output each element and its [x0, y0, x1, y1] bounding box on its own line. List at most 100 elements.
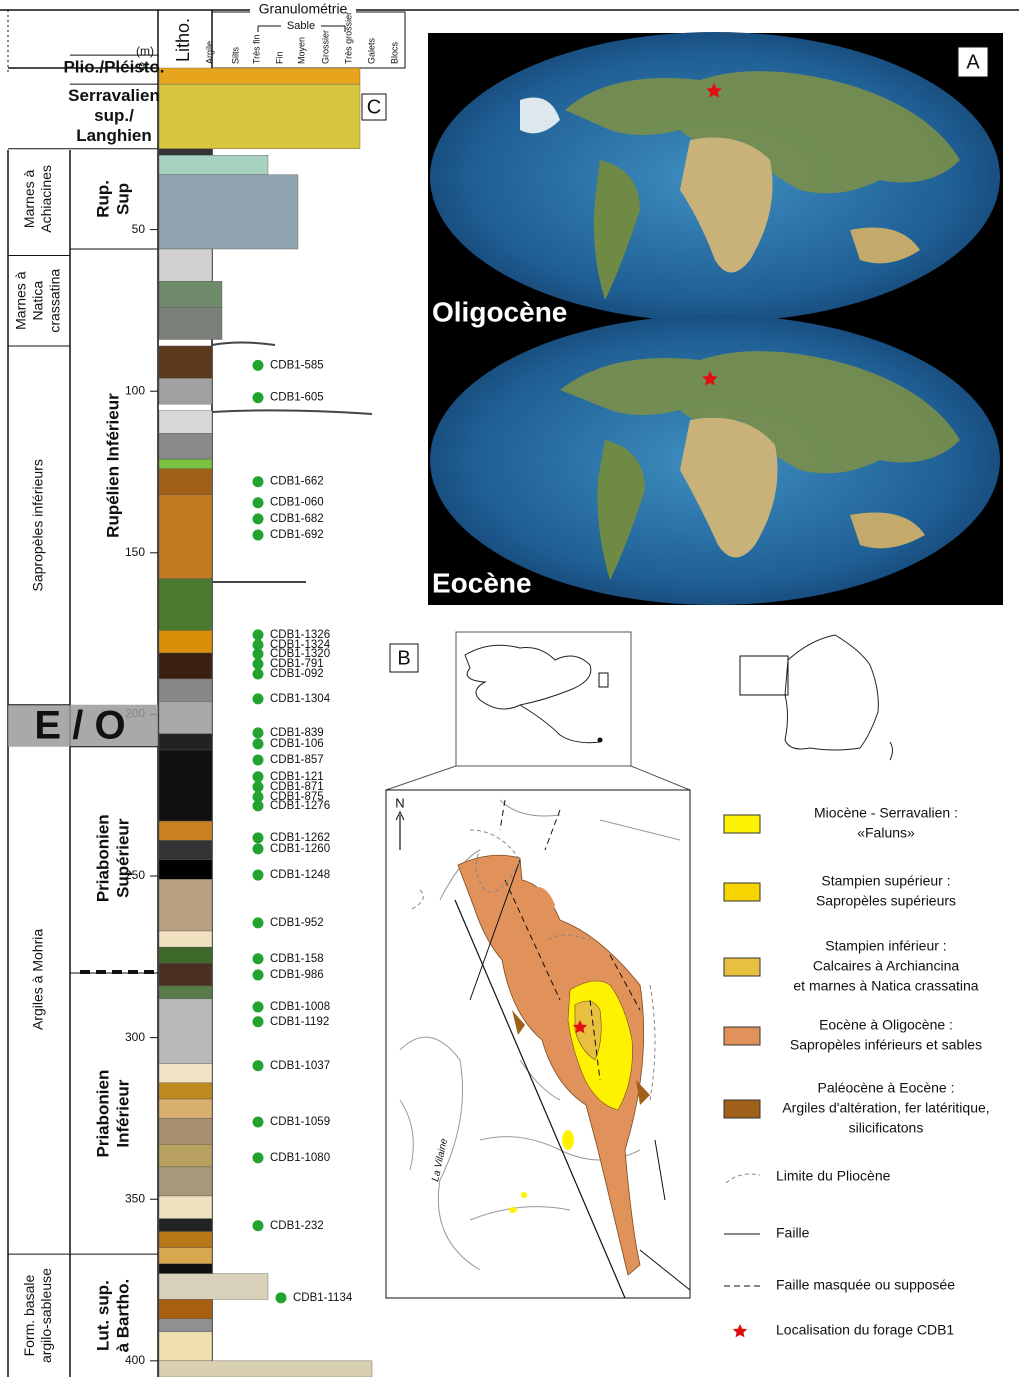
- lithology-layer: [158, 345, 213, 379]
- legend-text: Miocène - Serravalien :: [814, 805, 958, 821]
- sample-dot: [252, 727, 264, 739]
- legend-text: Limite du Pliocène: [776, 1168, 891, 1184]
- legend-text: Calcaires à Archiancina: [813, 958, 960, 974]
- lithology-layer: [158, 749, 213, 822]
- panel-letter: C: [367, 96, 381, 118]
- zoom-line: [385, 765, 457, 791]
- legend-text: Eocène à Oligocène :: [819, 1017, 953, 1033]
- sample-label: CDB1-585: [270, 359, 324, 371]
- sample-dot: [252, 843, 264, 855]
- lithology-layer: [158, 1082, 213, 1100]
- sample-label: CDB1-1008: [270, 1001, 330, 1013]
- drill-site-star: [702, 371, 718, 386]
- panel-letter-box: [389, 643, 419, 673]
- sample-label: CDB1-158: [270, 953, 324, 965]
- lithology-layer: [158, 155, 269, 175]
- depth-tick-label: 250: [125, 868, 145, 882]
- stage-label: Rup.: [93, 180, 112, 218]
- lithology-layer: [158, 83, 361, 150]
- sample-dot: [252, 1060, 264, 1072]
- sample-label: CDB1-857: [270, 754, 324, 766]
- lithology-layer: [158, 458, 213, 469]
- sample-label: CDB1-092: [270, 668, 324, 680]
- granulometry-title: Granulométrie: [259, 1, 348, 17]
- lithology: [158, 67, 373, 1377]
- depth-tick-label: 350: [125, 1191, 145, 1205]
- globe-oligocene: [430, 32, 1000, 322]
- legend-text: silicificatons: [849, 1120, 924, 1136]
- sample-dot: [252, 513, 264, 525]
- litho-header: Litho.: [173, 18, 193, 62]
- grain-class-label: Très fin: [251, 34, 261, 64]
- geological-map: [399, 799, 691, 1299]
- sample-label: CDB1-692: [270, 529, 324, 541]
- sample-dot: [252, 953, 264, 965]
- legend-text: Faille: [776, 1225, 810, 1241]
- panel-letter: A: [966, 51, 980, 73]
- epoch-label: Eocène: [432, 567, 532, 598]
- lithology-layer: [158, 678, 213, 702]
- sample-label: CDB1-1080: [270, 1152, 330, 1164]
- depth-tick-label: 400: [125, 1353, 145, 1367]
- sample-dot: [252, 791, 264, 803]
- panel-letter-box: [361, 93, 387, 121]
- lithology-layer: [158, 701, 213, 735]
- sample-dot: [252, 781, 264, 793]
- grain-class-label: Blocs: [389, 41, 399, 64]
- sample-dot: [252, 754, 264, 766]
- legend-text: Localisation du forage CDB1: [776, 1322, 954, 1338]
- sample-label: CDB1-952: [270, 917, 324, 929]
- stage-label: Lut. sup.: [93, 1280, 112, 1351]
- lithology-layer: [158, 733, 213, 751]
- lithology-layer: [158, 946, 213, 964]
- zoom-line: [630, 765, 691, 791]
- france-outline: [784, 634, 879, 751]
- sample-label: CDB1-1262: [270, 832, 330, 844]
- sample-dot: [252, 648, 264, 660]
- formation-label: Sapropèles inférieurs: [30, 459, 46, 591]
- legend-text: Argiles d'altération, fer latéritique,: [782, 1100, 989, 1116]
- lithology-layer: [158, 820, 213, 841]
- lithology-layer: [158, 148, 213, 156]
- lithology-layer: [158, 1247, 213, 1265]
- lithology-layer: [158, 494, 213, 579]
- legend-text: Stampien inférieur :: [825, 938, 946, 954]
- formation-label: Marnes à: [13, 271, 29, 330]
- lithology-layer: [158, 174, 299, 250]
- sample-label: CDB1-662: [270, 476, 324, 488]
- sample-dot: [252, 969, 264, 981]
- legend-text: et marnes à Natica crassatina: [793, 978, 978, 994]
- lithology-layer: [158, 468, 213, 495]
- sample-label: CDB1-791: [270, 658, 324, 670]
- depth-tick-label: 100: [125, 383, 145, 397]
- globe-eocene: [430, 315, 1000, 605]
- formation-label: Marnes à: [21, 170, 37, 229]
- legend-symbol: [732, 1324, 748, 1338]
- eo-band: [8, 704, 158, 747]
- stage-label: Priabonien: [93, 814, 112, 902]
- grain-class-label: Très grossier: [343, 12, 353, 64]
- zoom-box: [598, 672, 609, 688]
- stage-label: Sup: [113, 183, 132, 215]
- legend-swatch: [723, 882, 761, 902]
- lithology-layer: [158, 963, 213, 987]
- stage-label: à Bartho.: [113, 1279, 132, 1353]
- lithology-layer: [158, 578, 213, 631]
- formation-label: Achiacines: [38, 165, 54, 233]
- lithology-layer: [158, 67, 361, 85]
- sample-label: CDB1-682: [270, 513, 324, 525]
- stage-label: Rupélien Inférieur: [103, 393, 122, 538]
- lithology-layer: [158, 879, 213, 932]
- epoch-label: Oligocène: [432, 296, 567, 327]
- stage-label: Inférieur: [113, 1079, 132, 1147]
- sample-dot: [252, 832, 264, 844]
- sample-label: CDB1-106: [270, 738, 324, 750]
- legend: Miocène - Serravalien : «Faluns» Stampien …: [723, 805, 990, 1338]
- legend-text: Faille masquée ou supposée: [776, 1277, 955, 1293]
- inset-box: [455, 631, 632, 767]
- inset-box: [739, 655, 789, 696]
- stage-label: Serravalien: [68, 86, 160, 105]
- sample-dot: [252, 392, 264, 404]
